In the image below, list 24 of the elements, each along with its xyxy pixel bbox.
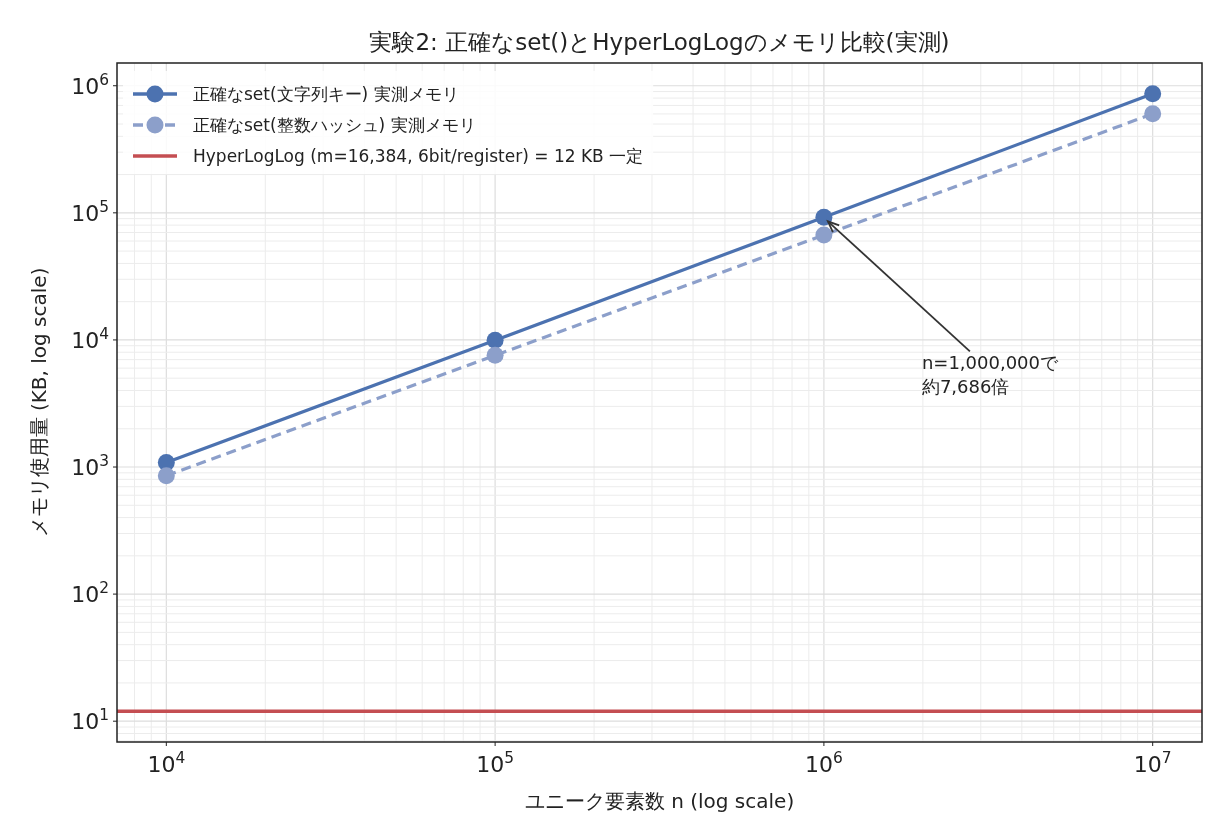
point: [486, 331, 504, 349]
legend-label: 正確なset(文字列キー) 実測メモリ: [193, 84, 459, 104]
point: [815, 226, 833, 244]
point: [157, 467, 175, 485]
point: [1144, 85, 1162, 103]
annotation: n=1,000,000で約7,686倍: [921, 352, 1059, 398]
chart-title: 実験2: 正確なset()とHyperLogLogのメモリ比較(実測): [369, 29, 950, 55]
legend-label: HyperLogLog (m=16,384, 6bit/register) = 12 KB 一定: [193, 146, 644, 166]
point: [815, 208, 833, 226]
y-tick-label: 10$^{6}$: [71, 70, 109, 99]
y-tick-label: 10$^{2}$: [71, 579, 109, 608]
x-tick-label: 10$^{6}$: [805, 749, 843, 777]
x-tick-label: 10$^{4}$: [147, 749, 186, 777]
x-tick-label: 10$^{7}$: [1133, 749, 1172, 777]
y-tick-label: 10$^{5}$: [71, 197, 109, 226]
x-axis-title: ユニーク要素数 n (log scale): [524, 789, 795, 813]
point: [1144, 105, 1162, 123]
y-tick-label: 10$^{1}$: [71, 706, 109, 735]
x-tick-label: 10$^{5}$: [476, 749, 515, 777]
y-tick-label: 10$^{4}$: [71, 324, 109, 353]
y-tick-label: 10$^{3}$: [71, 452, 109, 481]
legend-label: 正確なset(整数ハッシュ) 実測メモリ: [193, 115, 476, 135]
y-axis-title: メモリ使用量 (KB, log scale): [27, 267, 51, 538]
point: [486, 346, 504, 364]
